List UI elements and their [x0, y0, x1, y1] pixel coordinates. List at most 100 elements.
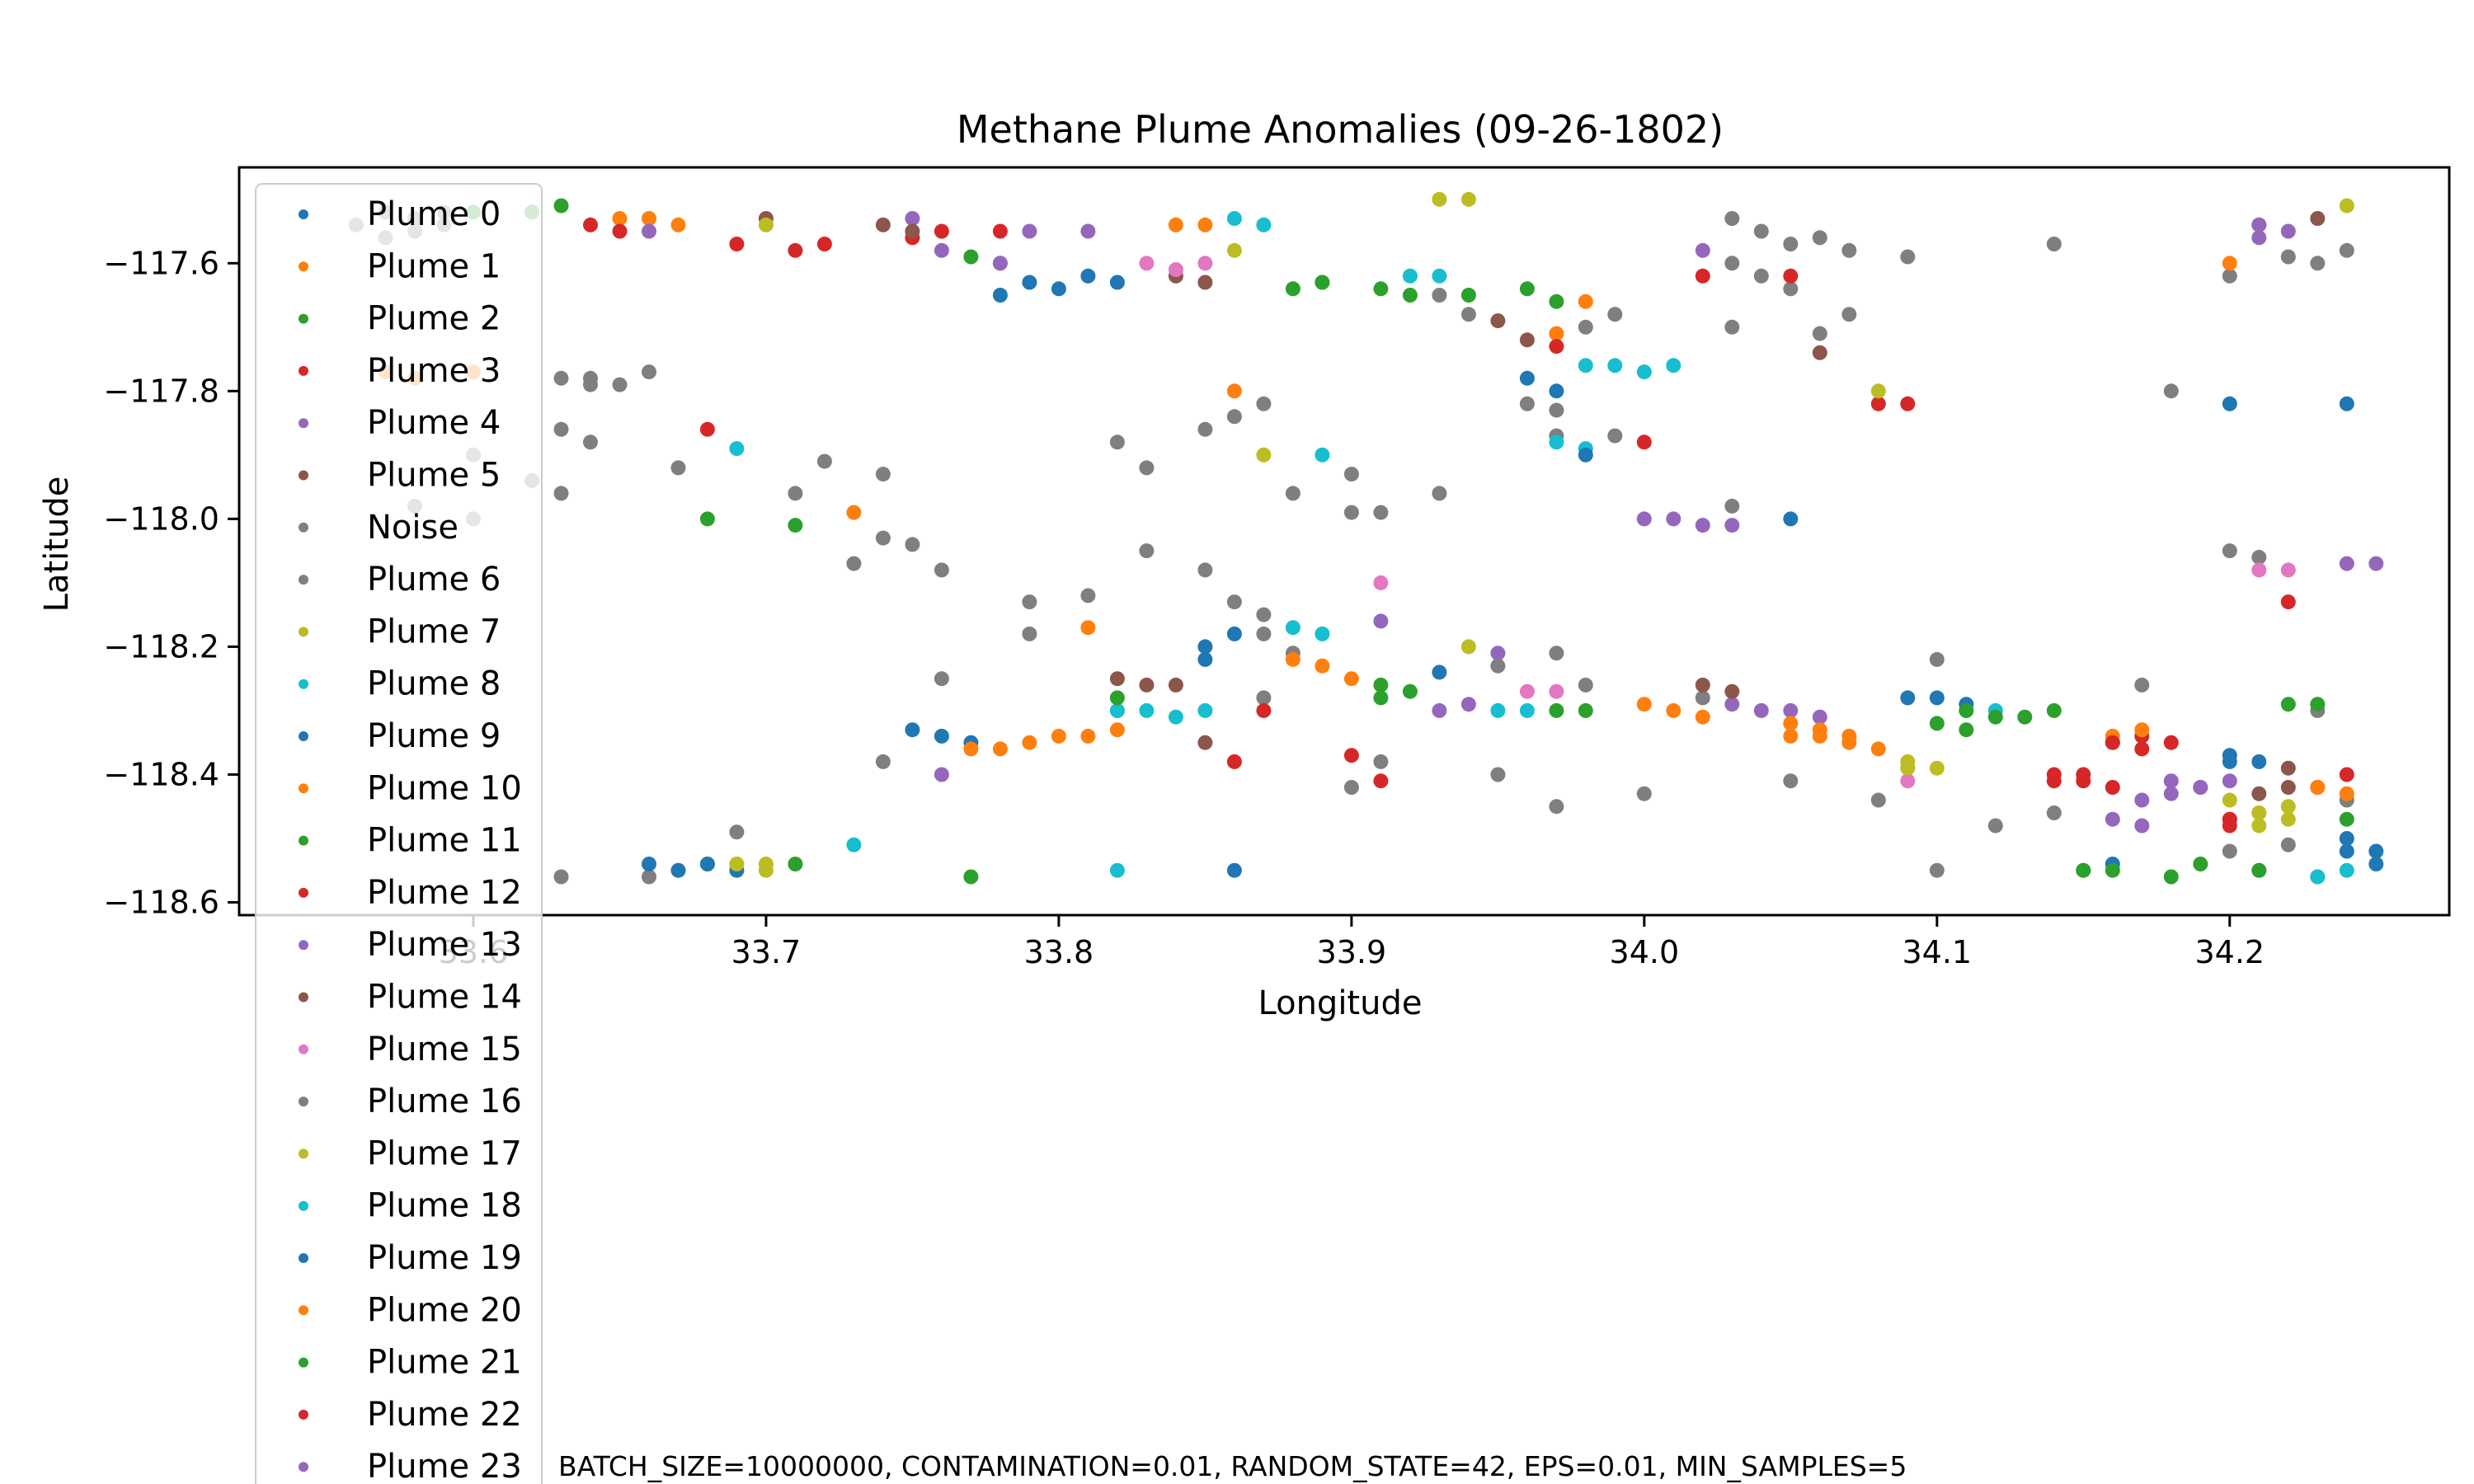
point-series-14-0 — [1724, 697, 1740, 712]
point-series-4-1 — [992, 256, 1008, 271]
point-series-22-9 — [1285, 281, 1300, 297]
point-series-12-8 — [2105, 862, 2120, 878]
point-series-6-12 — [612, 377, 628, 392]
point-series-4-6 — [1636, 511, 1652, 527]
legend-marker-2 — [299, 313, 308, 324]
point-series-16-3 — [2251, 562, 2267, 578]
point-series-0-2 — [1080, 268, 1096, 284]
point-series-24-1 — [2193, 780, 2208, 795]
point-series-4-4 — [905, 211, 920, 226]
point-series-12-5 — [1929, 716, 1945, 731]
point-series-24-3 — [2105, 811, 2120, 827]
point-series-6-45 — [1490, 767, 1506, 782]
point-series-11-4 — [1080, 728, 1096, 744]
point-series-6-71 — [1724, 319, 1740, 335]
legend-marker-4 — [299, 418, 308, 429]
legend-marker-1 — [299, 261, 308, 272]
point-series-22-1 — [1987, 709, 2003, 725]
point-series-6-78 — [1607, 428, 1623, 444]
legend-label-20: Plume 19 — [367, 1239, 522, 1277]
point-series-18-0 — [729, 857, 745, 871]
point-series-9-9 — [1168, 709, 1183, 725]
point-series-6-92 — [553, 486, 569, 501]
legend-marker-10 — [299, 731, 308, 741]
point-series-6-7 — [1841, 242, 1857, 258]
point-series-4-10 — [1373, 613, 1389, 629]
point-series-22-10 — [1315, 275, 1330, 290]
point-series-20-1 — [1929, 690, 1945, 706]
legend-marker-3 — [299, 365, 308, 376]
point-series-6-73 — [1607, 307, 1623, 322]
point-series-22-6 — [2193, 857, 2208, 871]
point-series-15-2 — [1168, 677, 1183, 693]
point-series-6-32 — [1373, 505, 1389, 520]
point-series-8-7 — [1870, 383, 1886, 399]
point-series-12-11 — [788, 857, 803, 871]
point-series-6-23 — [846, 556, 862, 571]
point-series-3-7 — [583, 217, 598, 232]
point-series-7-2 — [553, 370, 569, 386]
legend-marker-16 — [299, 1044, 308, 1054]
point-series-2-6 — [1373, 281, 1389, 297]
point-series-6-87 — [1695, 690, 1710, 706]
point-series-6-63 — [2222, 268, 2237, 284]
point-series-6-84 — [1490, 658, 1506, 674]
point-series-12-2 — [1373, 690, 1389, 706]
point-series-6-17 — [670, 460, 686, 476]
point-series-14-2 — [1783, 702, 1799, 718]
x-tick-label-5: 34.1 — [1903, 934, 1973, 970]
y-tick-label-3: −118.2 — [103, 628, 219, 665]
point-series-24-8 — [2280, 223, 2296, 239]
point-series-6-88 — [1256, 690, 1272, 706]
point-series-6-42 — [1022, 626, 1037, 641]
point-series-24-4 — [2134, 818, 2150, 834]
point-series-1-6 — [1168, 217, 1183, 232]
point-series-4-0 — [934, 242, 949, 258]
point-series-21-0 — [1783, 716, 1799, 731]
point-series-6-51 — [1987, 818, 2003, 834]
point-series-9-11 — [1197, 702, 1213, 718]
plot-area — [238, 166, 2451, 917]
y-tick-label-0: −117.6 — [103, 245, 219, 281]
legend-label-7: Plume 6 — [367, 561, 501, 599]
y-tick-label-5: −118.6 — [103, 884, 219, 920]
point-series-9-12 — [1109, 862, 1125, 878]
point-series-0-3 — [1109, 275, 1125, 290]
point-series-20-0 — [1900, 690, 1916, 706]
point-series-20-9 — [2222, 396, 2237, 411]
point-series-8-6 — [1256, 447, 1272, 463]
point-series-6-46 — [1549, 799, 1564, 815]
point-series-8-11 — [2251, 818, 2267, 834]
point-series-6-27 — [1226, 409, 1242, 425]
point-series-1-8 — [846, 505, 862, 520]
chart-title: Methane Plume Anomalies (09-26-1802) — [957, 107, 1724, 152]
point-series-4-11 — [1490, 646, 1506, 661]
point-series-6-60 — [2310, 256, 2326, 271]
point-series-1-2 — [670, 217, 686, 232]
point-series-15-7 — [2280, 780, 2296, 795]
point-series-6-13 — [553, 421, 569, 437]
point-series-15-6 — [2251, 786, 2267, 801]
point-series-0-0 — [1022, 275, 1037, 290]
point-series-13-1 — [2105, 780, 2120, 795]
point-series-6-6 — [1783, 281, 1799, 297]
point-series-20-10 — [2339, 396, 2354, 411]
point-series-6-24 — [1109, 434, 1125, 450]
legend-marker-21 — [299, 1305, 308, 1316]
x-tick-label-6: 34.2 — [2194, 934, 2265, 970]
point-series-16-6 — [1549, 683, 1564, 699]
point-series-6-79 — [1724, 498, 1740, 514]
point-series-6-89 — [729, 824, 745, 840]
point-series-6-49 — [1870, 792, 1886, 808]
y-tick-label-4: −118.4 — [103, 756, 219, 792]
point-series-21-9 — [1080, 620, 1096, 636]
point-series-12-12 — [1109, 690, 1125, 706]
point-series-13-11 — [2339, 767, 2354, 782]
point-series-6-20 — [816, 453, 832, 469]
point-series-3-9 — [1695, 268, 1710, 284]
point-series-11-5 — [1109, 722, 1125, 738]
point-series-16-0 — [1139, 256, 1155, 271]
point-series-10-10 — [1549, 383, 1564, 399]
point-series-14-10 — [1695, 242, 1710, 258]
